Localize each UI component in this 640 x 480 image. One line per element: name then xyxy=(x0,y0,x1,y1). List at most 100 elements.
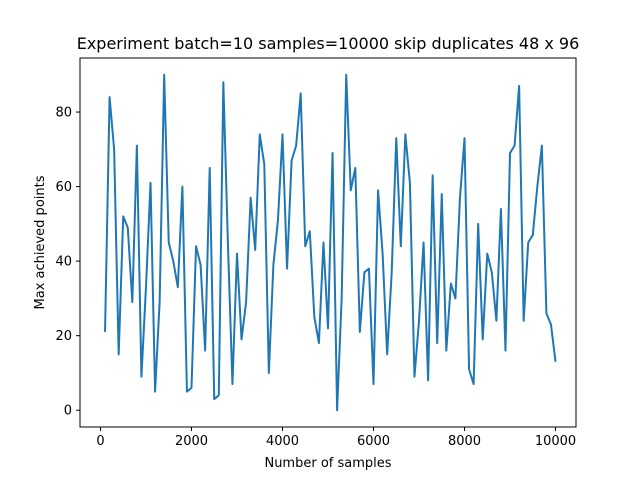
data-point xyxy=(222,81,224,83)
y-tick-label: 80 xyxy=(55,106,72,121)
data-point xyxy=(259,133,261,135)
data-point xyxy=(291,160,293,162)
data-point xyxy=(168,242,170,244)
data-point xyxy=(359,331,361,333)
x-tick-label: 8000 xyxy=(448,434,481,449)
series-line-0 xyxy=(104,73,557,412)
data-point xyxy=(231,383,233,385)
data-point xyxy=(350,189,352,191)
data-point xyxy=(309,230,311,232)
data-point xyxy=(277,219,279,221)
data-point xyxy=(545,312,547,314)
data-point xyxy=(532,234,534,236)
y-tick-label: 40 xyxy=(55,255,72,270)
data-point xyxy=(509,152,511,154)
data-point xyxy=(550,324,552,326)
x-tick-label: 10000 xyxy=(535,434,576,449)
data-point xyxy=(118,353,120,355)
data-point xyxy=(286,268,288,270)
data-point xyxy=(541,145,543,147)
data-point xyxy=(131,301,133,303)
chart-title: Experiment batch=10 samples=10000 skip d… xyxy=(77,34,580,53)
data-point xyxy=(423,242,425,244)
data-point xyxy=(432,174,434,176)
y-axis: 0 20 40 60 80 xyxy=(55,106,80,419)
data-point xyxy=(177,286,179,288)
data-point xyxy=(482,338,484,340)
data-point xyxy=(209,167,211,169)
data-point xyxy=(400,245,402,247)
data-point xyxy=(363,271,365,273)
data-point xyxy=(536,186,538,188)
data-point xyxy=(354,167,356,169)
data-point xyxy=(500,208,502,210)
data-point xyxy=(322,242,324,244)
data-point xyxy=(204,350,206,352)
data-point xyxy=(386,353,388,355)
data-point xyxy=(345,74,347,76)
data-point xyxy=(486,253,488,255)
data-point xyxy=(254,249,256,251)
y-tick-label: 0 xyxy=(64,404,72,419)
data-point xyxy=(445,350,447,352)
data-point xyxy=(159,301,161,303)
data-point xyxy=(382,253,384,255)
data-point xyxy=(140,376,142,378)
data-point xyxy=(341,297,343,299)
data-point xyxy=(514,145,516,147)
data-point xyxy=(391,271,393,273)
data-point xyxy=(450,283,452,285)
x-tick-label: 6000 xyxy=(357,434,390,449)
y-axis-label: Max achieved points xyxy=(33,175,48,309)
data-point xyxy=(282,133,284,135)
data-point xyxy=(163,74,165,76)
data-point xyxy=(518,85,520,87)
x-tick-label: 0 xyxy=(96,434,104,449)
data-point xyxy=(468,368,470,370)
data-point xyxy=(527,242,529,244)
data-point xyxy=(250,197,252,199)
data-point xyxy=(413,376,415,378)
data-point xyxy=(213,398,215,400)
data-point xyxy=(145,286,147,288)
data-point xyxy=(263,163,265,165)
data-point xyxy=(373,383,375,385)
data-point xyxy=(245,301,247,303)
data-point xyxy=(236,253,238,255)
data-point xyxy=(395,137,397,139)
data-point xyxy=(427,379,429,381)
data-point xyxy=(304,245,306,247)
x-tick-label: 4000 xyxy=(266,434,299,449)
data-point xyxy=(555,361,557,363)
data-point xyxy=(409,182,411,184)
data-point xyxy=(190,387,192,389)
data-point xyxy=(272,264,274,266)
data-point xyxy=(104,331,106,333)
y-tick-label: 60 xyxy=(55,180,72,195)
data-point xyxy=(136,145,138,147)
data-point xyxy=(154,391,156,393)
data-point xyxy=(332,152,334,154)
data-point xyxy=(318,342,320,344)
data-point xyxy=(295,145,297,147)
data-point xyxy=(150,182,152,184)
data-point xyxy=(113,148,115,150)
data-point xyxy=(491,271,493,273)
y-tick-label: 20 xyxy=(55,329,72,344)
data-point xyxy=(418,320,420,322)
data-point xyxy=(473,383,475,385)
data-point xyxy=(377,189,379,191)
data-point xyxy=(268,372,270,374)
data-point xyxy=(523,320,525,322)
data-point xyxy=(368,268,370,270)
x-axis: 0 2000 4000 6000 8000 10000 xyxy=(96,427,576,449)
data-point xyxy=(181,186,183,188)
data-point xyxy=(327,327,329,329)
data-point xyxy=(241,338,243,340)
data-point xyxy=(436,342,438,344)
data-point xyxy=(477,223,479,225)
data-point xyxy=(441,193,443,195)
data-point xyxy=(464,137,466,139)
data-point xyxy=(127,227,129,229)
